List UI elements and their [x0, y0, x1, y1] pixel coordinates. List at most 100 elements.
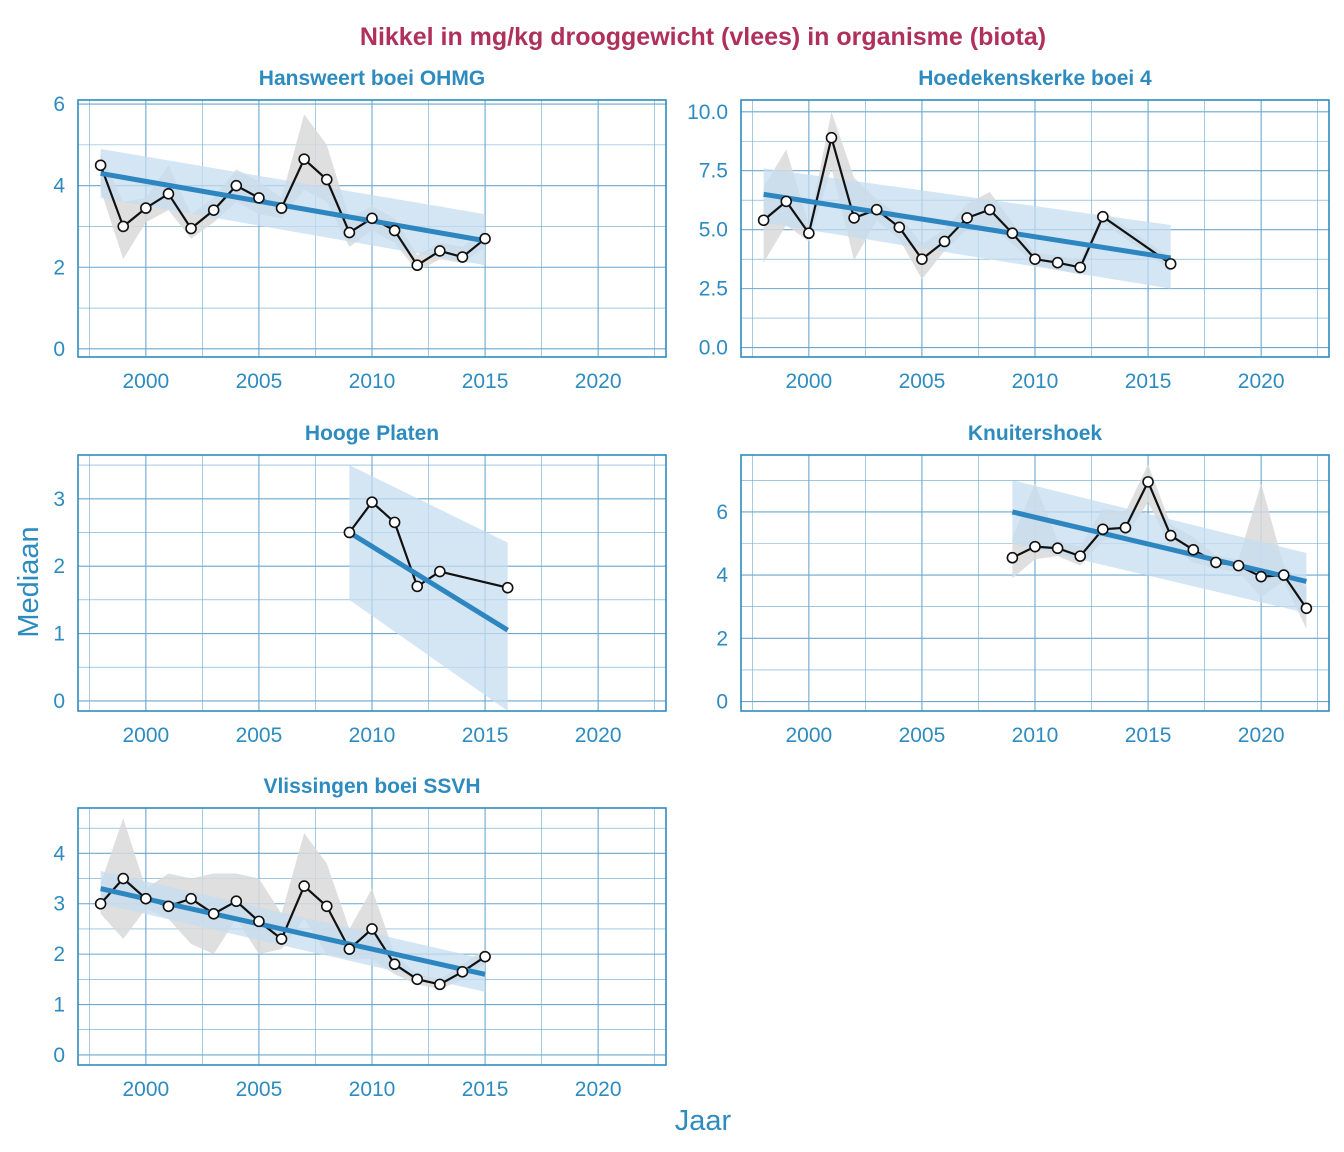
x-tick-label: 2010	[349, 724, 396, 747]
x-tick-label: 2015	[462, 724, 509, 747]
data-point	[1029, 253, 1041, 265]
data-point	[411, 973, 424, 986]
trend-line	[1011, 509, 1307, 584]
y-tick-label: 2	[716, 627, 728, 650]
x-tick-label: 2000	[785, 724, 832, 747]
x-tick-label: 2000	[785, 370, 832, 393]
x-axis-label: Jaar	[675, 1105, 732, 1137]
data-point	[207, 908, 220, 920]
data-point	[94, 897, 107, 910]
data-point	[1051, 256, 1064, 269]
x-tick-label: 2010	[1012, 370, 1059, 393]
x-tick-label: 2020	[1238, 370, 1285, 393]
x-tick-label: 2020	[1238, 724, 1285, 747]
data-point	[961, 212, 973, 224]
data-point	[411, 259, 424, 272]
data-point	[1006, 227, 1019, 240]
y-tick-label: 2	[53, 555, 65, 578]
data-point	[1097, 523, 1109, 536]
y-tick-label: 1	[53, 994, 65, 1017]
data-point	[1232, 559, 1245, 572]
data-point	[1074, 261, 1087, 274]
data-point	[343, 526, 356, 539]
data-point	[916, 253, 928, 265]
y-tick-label: 7.5	[699, 160, 728, 183]
y-tick-label: 5.0	[699, 219, 728, 242]
data-point	[780, 195, 793, 208]
data-point	[253, 192, 265, 204]
data-point	[366, 496, 378, 508]
panel-frame	[740, 454, 1330, 712]
data-point	[320, 173, 333, 186]
data-point	[94, 159, 107, 172]
data-point	[117, 220, 130, 233]
data-line	[348, 500, 508, 589]
data-point	[1097, 210, 1109, 223]
x-tick-label: 2015	[462, 1078, 509, 1101]
x-tick-label: 2010	[349, 370, 396, 393]
data-point	[456, 965, 469, 978]
y-tick-label: 3	[53, 893, 65, 916]
data-point	[140, 202, 152, 214]
panel: Hoedekenskerke boei 4 2000 2005 2010 2015 202…	[687, 67, 1330, 393]
x-tick-label: 2015	[1125, 370, 1172, 393]
x-tick-label: 2005	[899, 724, 946, 747]
data-point	[162, 188, 175, 200]
panel-plot-area	[343, 465, 514, 711]
panel: Hooge Platen 2000 2005 2010 2015 2020 0 1 2 3	[53, 422, 667, 747]
x-tick-label: 2010	[349, 1078, 396, 1101]
data-point	[893, 221, 906, 234]
data-point	[411, 580, 424, 593]
data-point	[1277, 569, 1290, 581]
data-point	[1074, 550, 1087, 562]
y-tick-label: 3	[53, 488, 65, 511]
y-tick-label: 0.0	[699, 337, 728, 360]
y-tick-label: 0	[53, 690, 65, 713]
trend-line	[348, 530, 510, 633]
data-point	[320, 900, 333, 913]
data-point	[207, 204, 220, 216]
y-tick-label: 2.5	[699, 278, 728, 301]
panel-frame	[77, 99, 667, 358]
panel-plot-area	[94, 818, 491, 992]
x-tick-label: 2020	[575, 370, 622, 393]
data-point	[388, 224, 401, 237]
data-point	[1051, 542, 1064, 555]
x-tick-label: 2020	[575, 724, 622, 747]
data-point	[1210, 556, 1222, 569]
data-point	[162, 900, 175, 913]
data-point	[185, 892, 197, 905]
y-tick-label: 4	[716, 564, 728, 587]
x-tick-label: 2000	[122, 724, 169, 747]
trend-line	[100, 170, 486, 244]
x-tick-label: 2000	[122, 1078, 169, 1101]
y-tick-label: 0	[53, 1044, 65, 1067]
y-tick-label: 0	[716, 691, 728, 714]
x-tick-label: 2020	[575, 1078, 622, 1101]
panel-frame	[77, 454, 667, 712]
data-point	[253, 915, 265, 928]
x-tick-label: 2005	[236, 370, 283, 393]
x-tick-label: 2000	[122, 370, 169, 393]
data-point	[298, 880, 310, 892]
x-tick-label: 2015	[462, 370, 509, 393]
panel: Knuitershoek 2000 2005 2010 2015 2020 0 2 4 6	[716, 422, 1330, 747]
x-tick-label: 2015	[1125, 724, 1172, 747]
data-point	[1164, 529, 1177, 542]
data-point	[479, 950, 491, 963]
data-point	[1255, 570, 1267, 583]
y-tick-label: 0	[53, 338, 65, 361]
panel-title: Hoedekenskerke boei 4	[918, 67, 1152, 90]
trend-band	[349, 465, 508, 711]
data-point	[870, 203, 883, 216]
data-point	[983, 203, 996, 216]
data-point	[1164, 258, 1177, 270]
data-point	[803, 227, 815, 240]
data-point	[434, 245, 446, 257]
panel-frame	[77, 807, 667, 1066]
data-point	[366, 212, 378, 225]
data-point	[388, 958, 401, 971]
data-point	[366, 923, 378, 935]
